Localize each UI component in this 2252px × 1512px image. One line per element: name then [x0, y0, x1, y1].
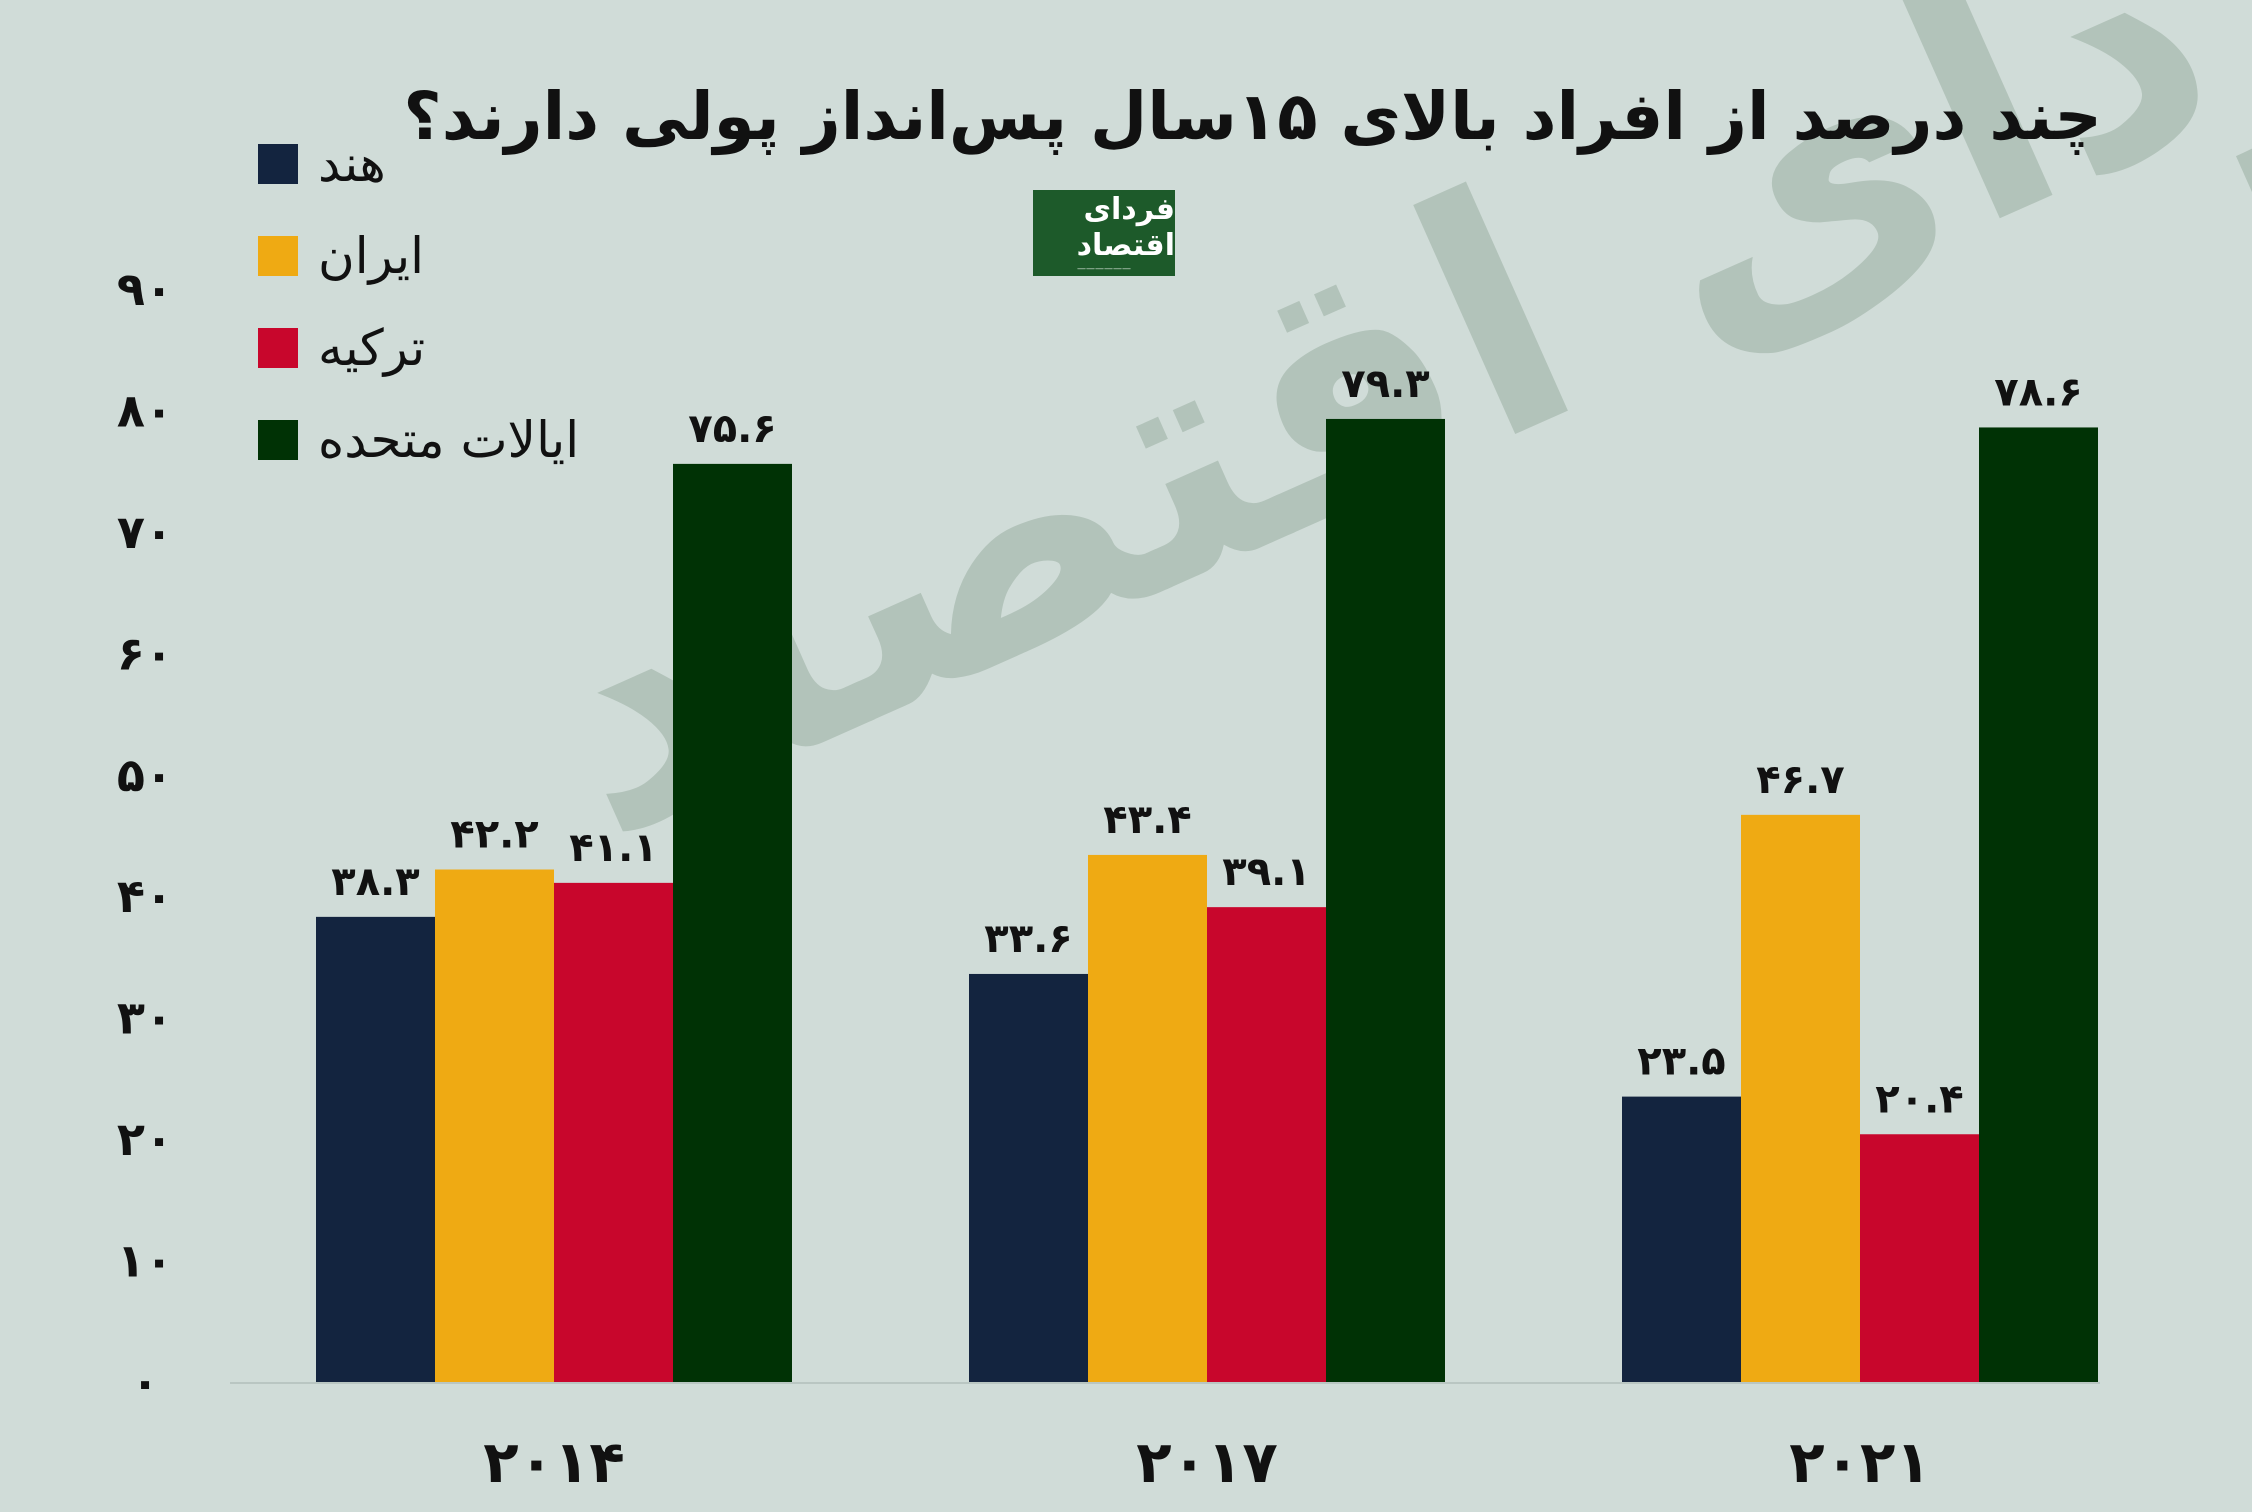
y-tick-label: ۵۰ — [117, 748, 173, 802]
legend-swatch-turkey — [258, 328, 298, 368]
x-tick-label: ۲۰۱۷ — [1136, 1428, 1278, 1496]
legend-swatch-usa — [258, 420, 298, 460]
bar-turkey-0 — [554, 882, 673, 1382]
logo-text: فردای اقتصاد — [1076, 192, 1175, 263]
data-label: ۳۹.۱ — [1222, 849, 1310, 895]
legend-swatch-iran — [258, 236, 298, 276]
data-label: ۴۳.۴ — [1103, 797, 1191, 843]
data-label: ۴۶.۷ — [1756, 757, 1844, 803]
legend-label-turkey: ترکیه — [318, 319, 426, 377]
legend-label-iran: ایران — [318, 227, 425, 285]
y-tick-label: ۹۰ — [117, 262, 173, 316]
y-tick-label: ۷۰ — [117, 505, 173, 559]
y-tick-label: ۸۰ — [117, 383, 173, 437]
data-label: ۲۰.۴ — [1875, 1076, 1963, 1122]
bar-iran-1 — [1088, 854, 1207, 1382]
legend-swatch-india — [258, 144, 298, 184]
bar-iran-2 — [1741, 814, 1860, 1382]
chart-title: چند درصد از افراد بالای ۱۵سال پس‌انداز پ… — [403, 78, 2102, 155]
legend-item-usa: ایالات متحده — [258, 394, 579, 486]
legend-label-usa: ایالات متحده — [318, 411, 580, 469]
data-label: ۷۵.۶ — [688, 406, 776, 452]
y-tick-label: ۲۰ — [117, 1112, 173, 1166]
bar-usa-2 — [1979, 427, 2098, 1382]
bar-india-2 — [1622, 1096, 1741, 1382]
y-tick-label: ۳۰ — [117, 991, 173, 1045]
logo-strapline: —————— — [1077, 264, 1131, 274]
data-label: ۲۳.۵ — [1637, 1039, 1725, 1085]
bar-india-1 — [969, 973, 1088, 1382]
bar-iran-0 — [435, 869, 554, 1382]
legend-label-india: هند — [318, 135, 386, 193]
data-label: ۴۱.۱ — [569, 825, 657, 871]
x-tick-label: ۲۰۱۴ — [483, 1428, 625, 1496]
data-label: ۳۳.۶ — [984, 916, 1072, 962]
x-tick-label: ۲۰۲۱ — [1789, 1428, 1931, 1496]
data-label: ۴۲.۲ — [450, 812, 538, 858]
brand-logo: فردای اقتصاد —————— — [1033, 190, 1175, 276]
data-label: ۳۸.۳ — [331, 859, 419, 905]
bar-turkey-2 — [1860, 1134, 1979, 1382]
bar-india-0 — [316, 916, 435, 1382]
y-tick-label: ۶۰ — [117, 626, 173, 680]
legend-item-iran: ایران — [258, 210, 579, 302]
y-tick-label: ۰ — [131, 1355, 159, 1409]
data-label: ۷۹.۳ — [1341, 361, 1429, 407]
bar-usa-0 — [673, 463, 792, 1382]
y-tick-label: ۱۰ — [117, 1234, 173, 1288]
data-label: ۷۸.۶ — [1994, 369, 2082, 415]
legend-item-india: هند — [258, 118, 579, 210]
y-tick-label: ۴۰ — [117, 869, 173, 923]
bar-usa-1 — [1326, 418, 1445, 1382]
bar-turkey-1 — [1207, 907, 1326, 1382]
legend-item-turkey: ترکیه — [258, 302, 579, 394]
legend: هند ایران ترکیه ایالات متحده — [258, 118, 579, 486]
